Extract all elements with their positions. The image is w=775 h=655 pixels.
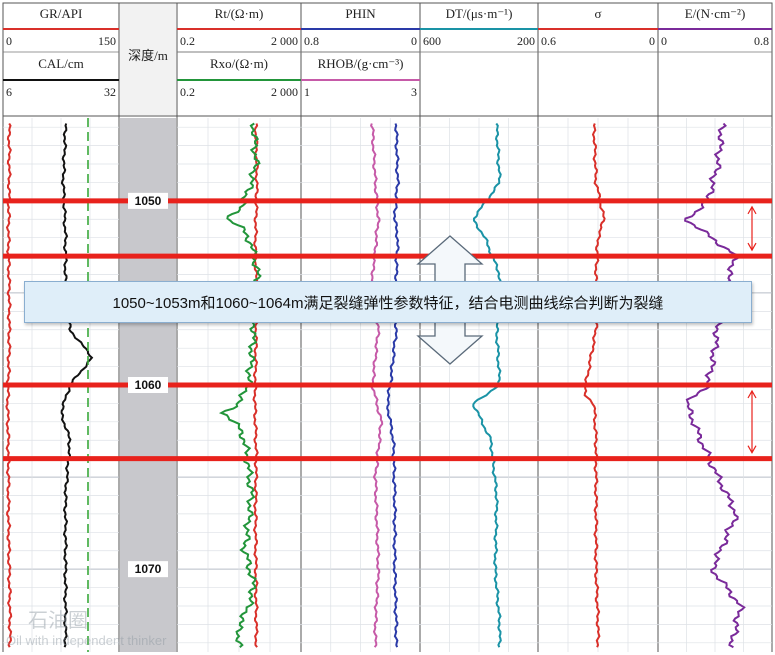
scale-min-rhob: 1 <box>304 85 310 99</box>
depth-label-1050: 1050 <box>135 194 162 208</box>
header-label-e: E/(N·cm⁻²) <box>685 6 746 21</box>
interpretation-callout: 1050~1053m和1060~1064m满足裂缝弹性参数特征，结合电测曲线综合… <box>24 281 752 323</box>
scale-max-cal: 32 <box>104 85 116 99</box>
interval-arrow-head <box>747 205 757 215</box>
scale-max-rxo: 2 000 <box>271 85 298 99</box>
header-label-dt: DT/(μs·m⁻¹) <box>446 6 513 21</box>
interval-arrow-head <box>747 445 757 454</box>
header-label-sigma: σ <box>594 6 601 21</box>
depth-header-label: 深度/m <box>128 48 168 63</box>
header-label-phin: PHIN <box>345 6 376 21</box>
header-label-rxo: Rxo/(Ω·m) <box>210 56 268 71</box>
scale-min-cal: 6 <box>6 85 12 99</box>
depth-label-1060: 1060 <box>135 378 162 392</box>
scale-min-rxo: 0.2 <box>180 85 195 99</box>
scale-max-phin: 0 <box>411 34 417 48</box>
scale-max-gr: 150 <box>98 34 116 48</box>
scale-max-dt: 200 <box>517 34 535 48</box>
depth-label-bg <box>128 561 168 578</box>
interval-arrow-head <box>747 242 757 252</box>
scale-min-gr: 0 <box>6 34 12 48</box>
scale-min-phin: 0.8 <box>304 34 319 48</box>
header-label-gr: GR/API <box>40 6 83 21</box>
scale-max-rt: 2 000 <box>271 34 298 48</box>
scale-min-dt: 600 <box>423 34 441 48</box>
scale-min-rt: 0.2 <box>180 34 195 48</box>
depth-label-1070: 1070 <box>135 562 162 576</box>
scale-max-e: 0.8 <box>754 34 769 48</box>
watermark-logo-text: 石油圈 <box>28 610 88 632</box>
watermark-tagline: Oil with independent thinker <box>6 633 167 648</box>
header-label-rhob: RHOB/(g·cm⁻³) <box>318 56 404 71</box>
depth-header-bg <box>120 4 176 115</box>
depth-label-bg <box>128 377 168 393</box>
depth-label-bg <box>128 192 168 209</box>
header-label-rt: Rt/(Ω·m) <box>215 6 264 21</box>
scale-max-rhob: 3 <box>411 85 417 99</box>
watermark: 石油圈 Oil with independent thinker <box>6 604 166 648</box>
interval-arrow-head <box>747 389 757 399</box>
scale-max-sigma: 0 <box>649 34 655 48</box>
scale-min-e: 0 <box>661 34 667 48</box>
scale-min-sigma: 0.6 <box>541 34 556 48</box>
header-label-cal: CAL/cm <box>38 56 84 71</box>
